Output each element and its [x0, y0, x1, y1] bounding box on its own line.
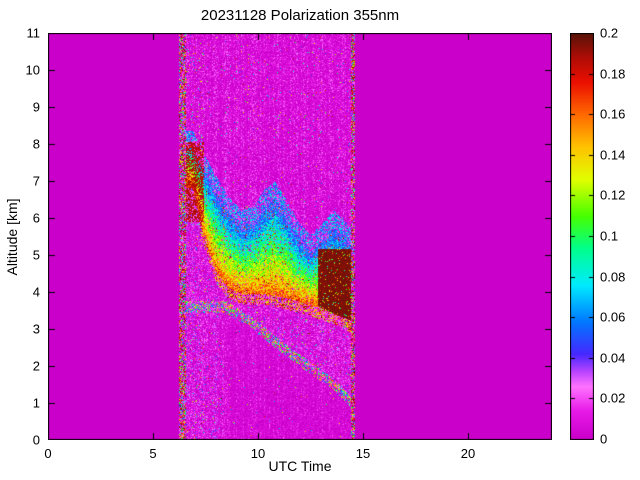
colorbar-tick-label: 0.12 [600, 187, 626, 203]
colorbar-tick-label: 0.18 [600, 66, 626, 82]
colorbar-tick-label: 0.08 [600, 269, 626, 285]
y-tick-label: 4 [32, 284, 40, 300]
heatmap-canvas [48, 33, 552, 440]
y-tick-label: 5 [32, 247, 40, 263]
y-tick-label: 7 [32, 173, 40, 189]
colorbar-tick-label: 0.04 [600, 350, 626, 366]
x-tick-label: 10 [250, 446, 266, 461]
y-tick-label: 1 [32, 395, 40, 411]
y-tick-label: 6 [32, 210, 40, 226]
colorbar-tick-label: 0.1 [600, 228, 619, 244]
chart-title: 20231128 Polarization 355nm [200, 7, 400, 24]
x-tick-label: 0 [44, 446, 52, 461]
y-tick-label: 8 [32, 136, 40, 152]
colorbar [570, 33, 594, 440]
x-tick-label: 15 [355, 446, 371, 461]
colorbar-tick-label: 0 [600, 431, 608, 447]
x-tick-label: 20 [460, 446, 476, 461]
colorbar-tick-label: 0.2 [600, 25, 619, 41]
y-tick-label: 0 [32, 432, 40, 448]
colorbar-tick-label: 0.14 [600, 147, 626, 163]
y-tick-label: 9 [32, 99, 40, 115]
y-tick-label: 10 [25, 62, 40, 78]
y-tick-label: 11 [26, 25, 41, 41]
colorbar-tick-label: 0.02 [600, 390, 626, 406]
colorbar-tick-label: 0.16 [600, 106, 626, 122]
x-tick-label: 5 [149, 446, 157, 461]
x-axis-label: UTC Time [268, 458, 332, 474]
y-tick-label: 2 [32, 358, 40, 374]
y-tick-label: 3 [32, 321, 40, 337]
colorbar-tick-label: 0.06 [600, 309, 626, 325]
